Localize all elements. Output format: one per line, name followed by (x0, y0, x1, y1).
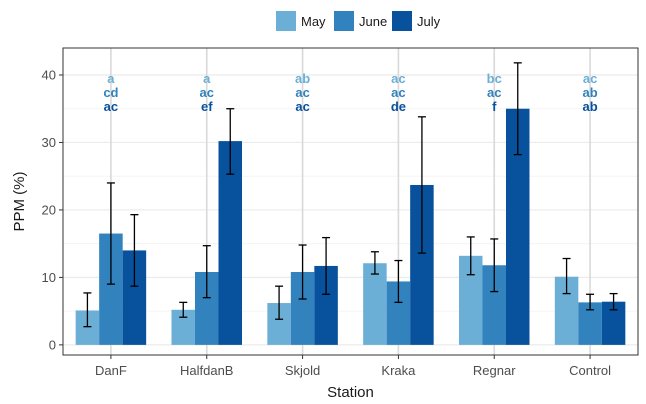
bar-june-kraka (386, 281, 411, 345)
bars (75, 108, 626, 345)
plot-border (62, 47, 639, 356)
legend-swatch (334, 11, 354, 31)
bar-june-control (578, 302, 602, 345)
bar-july-regnar (506, 108, 530, 345)
error-bar (586, 293, 595, 311)
bar-may-kraka (363, 263, 387, 345)
x-axis-title: Station (327, 384, 374, 401)
bar-june-danf (99, 233, 123, 345)
bar-july-skjold (314, 265, 338, 345)
error-bar (322, 236, 331, 295)
error-bar (466, 236, 475, 276)
bar-may-control (554, 276, 579, 345)
significance-label: ab (582, 99, 597, 114)
error-bar (513, 62, 522, 156)
bar-may-halfdanb (171, 309, 195, 345)
legend-item-june: June (334, 11, 387, 31)
axes: 0 10 20 30 40 DanF HalfdanB Skjold Kraka Regnar Co… (42, 47, 639, 378)
significance-label: ab (582, 85, 597, 100)
error-bar (179, 301, 188, 318)
error-bar (83, 292, 92, 328)
legend-label: June (359, 14, 387, 29)
bar-july-halfdanb (218, 141, 242, 345)
bar-june-halfdanb (195, 272, 219, 345)
legend-item-may: May (276, 11, 326, 31)
error-bar (298, 244, 307, 300)
significance-label: ac (487, 85, 501, 100)
error-bar (106, 182, 115, 285)
error-bar (370, 251, 379, 275)
bar-june-regnar (482, 265, 506, 345)
y-axis-title: PPM (%) (11, 171, 28, 231)
y-tick-label: 0 (49, 337, 56, 352)
significance-label: ac (583, 71, 597, 86)
significance-label: ac (391, 85, 405, 100)
y-tick-label: 40 (42, 67, 56, 82)
x-tick-label: Control (569, 363, 611, 378)
error-bar (417, 116, 426, 254)
legend-item-july: July (392, 11, 441, 31)
significance-label: ac (104, 99, 118, 114)
plot-background (63, 48, 638, 355)
error-bar (130, 214, 139, 287)
significance-label: a (107, 71, 115, 86)
x-tick-label: Skjold (285, 363, 320, 378)
y-tick-label: 20 (42, 202, 56, 217)
x-tick-label: HalfdanB (180, 363, 233, 378)
error-bar (202, 245, 211, 299)
significance-label: ac (391, 71, 405, 86)
significance-label: ac (295, 85, 309, 100)
legend-label: May (301, 14, 326, 29)
error-bar (275, 285, 284, 320)
significance-label: de (391, 99, 406, 114)
x-tick-label: Regnar (473, 363, 516, 378)
error-bar (394, 259, 403, 304)
significance-label: f (492, 99, 497, 114)
error-bar (490, 238, 499, 293)
bar-june-skjold (290, 272, 315, 345)
y-tick-label: 10 (42, 270, 56, 285)
error-bar (609, 292, 618, 311)
significance-label: ac (200, 85, 214, 100)
legend-swatch (276, 11, 296, 31)
error-bar (562, 257, 571, 295)
significance-label: bc (487, 71, 502, 86)
significance-label: ac (295, 99, 309, 114)
bar-july-control (601, 301, 626, 345)
bar-may-danf (75, 310, 100, 345)
significance-label: cd (103, 85, 118, 100)
bar-july-kraka (410, 184, 434, 345)
significance-label: ab (295, 71, 310, 86)
legend: May June July (276, 11, 441, 31)
legend-swatch (392, 11, 412, 31)
legend-label: July (417, 14, 441, 29)
bar-july-danf (122, 250, 147, 345)
bar-may-skjold (267, 303, 291, 345)
bar-may-regnar (459, 255, 483, 345)
significance-label: a (203, 71, 211, 86)
error-bars (83, 62, 618, 328)
x-tick-label: Kraka (381, 363, 416, 378)
significance-label: ef (201, 99, 213, 114)
y-tick-label: 30 (42, 135, 56, 150)
error-bar (226, 108, 235, 175)
x-tick-label: DanF (95, 363, 127, 378)
